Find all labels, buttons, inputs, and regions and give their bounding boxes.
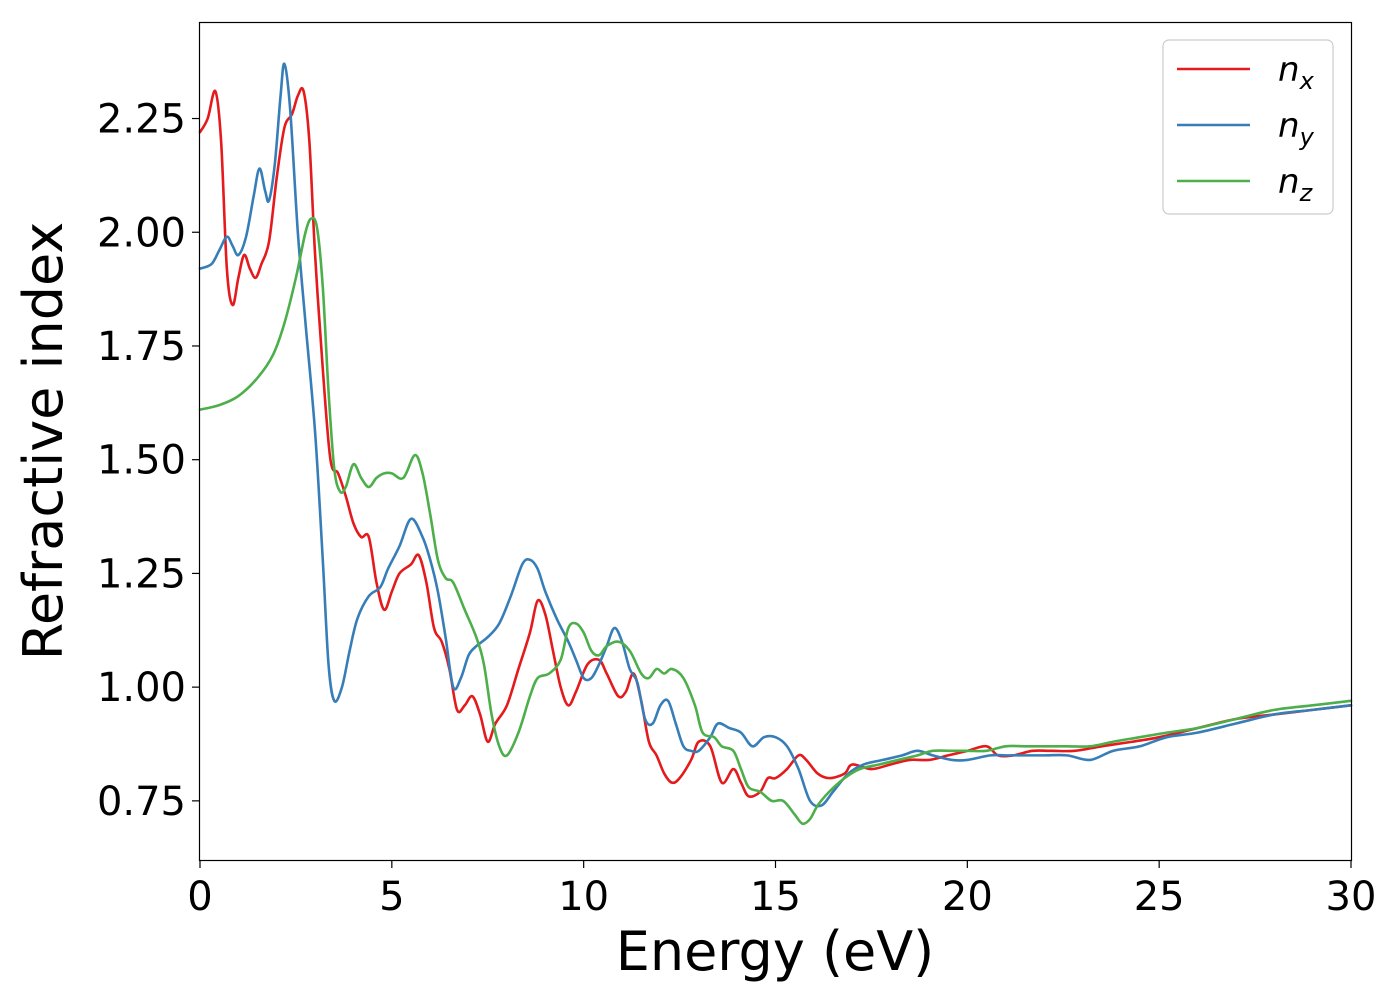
y-tick-label: 1.25 [97,551,186,597]
y-axis-title: Refractive index [12,222,75,661]
legend-label-nz: nz [1278,162,1314,207]
series-line-ny [198,62,1353,808]
x-axis-ticks: 0 5 10 15 20 25 30 [187,860,1376,920]
y-tick-label: 2.25 [97,97,186,143]
legend-box [1162,39,1334,215]
y-tick-label: 2.00 [97,210,186,256]
y-tick-label: 1.75 [97,324,186,370]
series-line-nx [198,86,1353,798]
x-tick-label: 25 [1134,874,1185,920]
series-line-nz [198,216,1353,826]
y-tick-label: 1.50 [97,438,186,484]
x-tick-label: 30 [1326,874,1377,920]
plot-lines [198,62,1353,826]
y-axis-ticks: 0.75 1.00 1.25 1.50 1.75 2.00 2.25 [97,97,200,825]
x-tick-label: 10 [558,874,609,920]
x-tick-label: 20 [942,874,993,920]
y-tick-label: 0.75 [97,779,186,825]
x-tick-label: 5 [379,874,404,920]
y-tick-label: 1.00 [97,665,186,711]
x-axis-title: Energy (eV) [616,920,935,983]
x-tick-label: 15 [750,874,801,920]
x-tick-label: 0 [187,874,212,920]
